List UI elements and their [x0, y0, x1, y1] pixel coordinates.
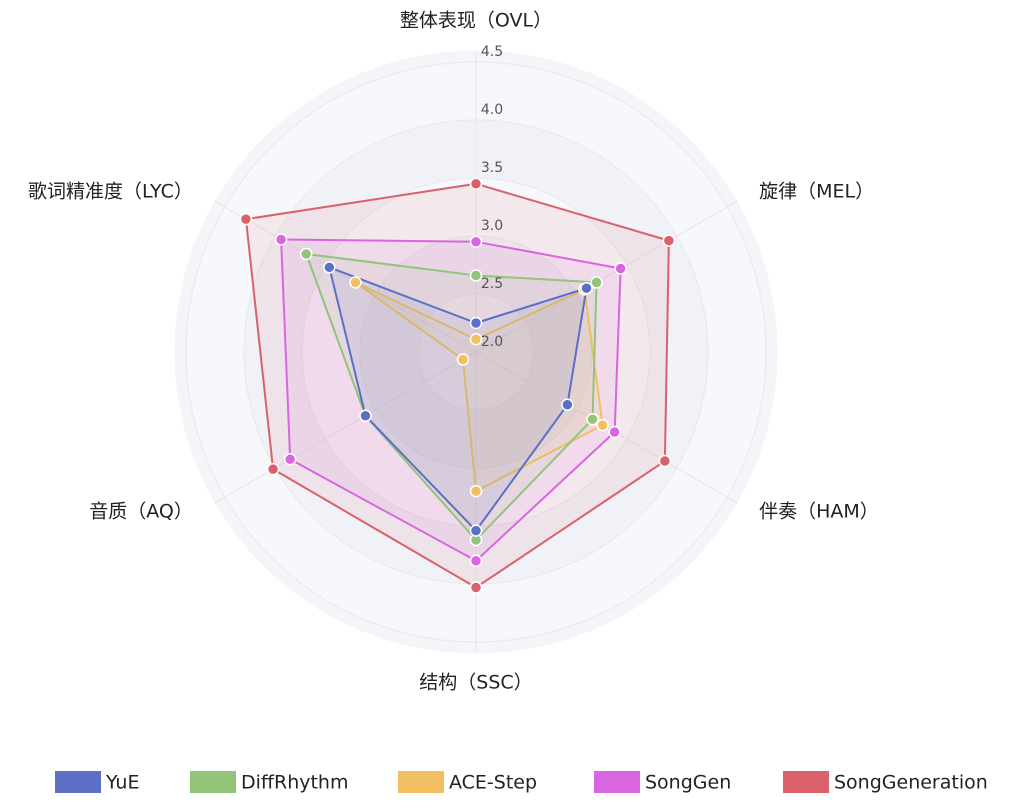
legend-swatch [594, 771, 640, 793]
data-point [469, 177, 483, 191]
legend-label: SongGen [645, 772, 731, 794]
data-point [658, 454, 672, 468]
data-point [349, 276, 362, 289]
data-point [590, 276, 603, 289]
data-point [596, 418, 609, 432]
axis-spoke [214, 200, 477, 353]
data-point [469, 554, 483, 568]
data-point [469, 235, 483, 249]
data-point [283, 453, 297, 466]
category-label: 结构（SSC） [419, 672, 532, 694]
data-point [469, 484, 483, 498]
data-point [662, 234, 676, 247]
data-point [469, 581, 483, 594]
category-label: 音质（AQ） [89, 501, 193, 523]
legend-swatch [398, 771, 444, 793]
data-point [266, 462, 280, 476]
data-point [359, 409, 372, 423]
legend-label: DiffRhythm [241, 772, 349, 794]
category-label: 伴奏（HAM） [759, 501, 879, 523]
data-point [580, 281, 593, 295]
r-tick-label: 3.0 [481, 218, 503, 234]
r-tick-label: 2.0 [481, 334, 503, 350]
axis-spoke [475, 200, 738, 353]
data-point [323, 261, 336, 274]
r-tick-label: 4.0 [481, 102, 503, 118]
legend-label: SongGeneration [834, 772, 988, 794]
legend-swatch [783, 771, 829, 793]
r-tick-label: 4.5 [481, 44, 503, 60]
axis-spoke [214, 351, 477, 504]
data-point [614, 262, 627, 275]
r-tick-label: 2.5 [481, 276, 503, 292]
category-label: 歌词精准度（LYC） [28, 181, 193, 203]
data-point [239, 212, 253, 226]
data-point [469, 332, 483, 346]
data-point [274, 233, 288, 246]
data-point [608, 425, 621, 439]
legend-label: ACE-Step [449, 772, 537, 794]
data-point [469, 524, 483, 537]
r-tick-label: 3.5 [481, 160, 503, 176]
data-point [586, 413, 599, 426]
legend-swatch [55, 771, 101, 793]
category-label: 整体表现（OVL） [400, 10, 552, 32]
data-point [299, 247, 313, 261]
data-point [456, 353, 470, 366]
data-point [561, 398, 574, 412]
data-point [469, 316, 483, 330]
category-label: 旋律（MEL） [759, 181, 874, 203]
legend-swatch [190, 771, 236, 793]
legend-label: YuE [105, 772, 139, 794]
data-point [469, 269, 483, 282]
